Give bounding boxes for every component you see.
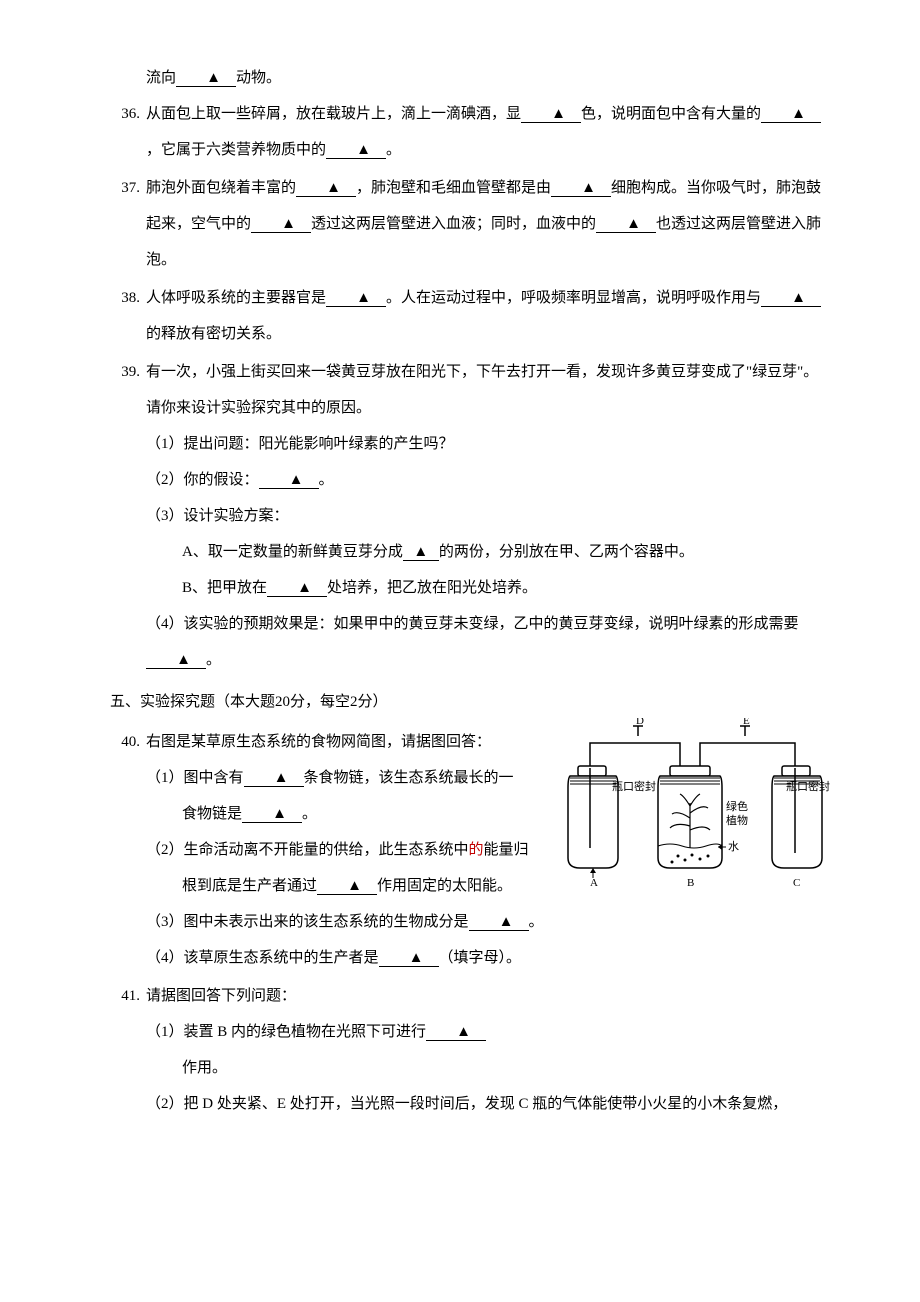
- blank: ▲: [259, 473, 319, 489]
- question-37: 37. 肺泡外面包绕着丰富的 ▲ ，肺泡壁和毛细血管壁都是由 ▲ 细胞构成。当你…: [110, 170, 830, 278]
- question-36: 36. 从面包上取一些碎屑，放在载玻片上，滴上一滴碘酒，显 ▲ 色，说明面包中含…: [110, 96, 830, 168]
- question-40: 40. 右图是某草原生态系统的食物网简图，请据图回答： （1）图中含有 ▲ 条食…: [110, 724, 830, 976]
- blank: ▲: [596, 217, 656, 233]
- question-body: 从面包上取一些碎屑，放在载玻片上，滴上一滴碘酒，显 ▲ 色，说明面包中含有大量的…: [146, 96, 830, 168]
- fig-water-label: 水: [728, 840, 739, 853]
- fig-plant-label-1: 绿色: [726, 799, 748, 813]
- fig-label-B: B: [687, 877, 694, 889]
- blank: ▲: [146, 653, 206, 669]
- question-number: 40.: [110, 724, 146, 976]
- blank: ▲: [403, 545, 439, 561]
- q39-p3B: B、把甲放在 ▲ 处培养，把乙放在阳光处培养。: [146, 570, 830, 606]
- fig-seal-left: 瓶口密封: [612, 779, 656, 793]
- q41-p2: （2）把 D 处夹紧、E 处打开，当光照一段时间后，发现 C 瓶的气体能使带小火…: [146, 1086, 830, 1122]
- question-38: 38. 人体呼吸系统的主要器官是 ▲ 。人在运动过程中，呼吸频率明显增高，说明呼…: [110, 280, 830, 352]
- q40-p1: （1）图中含有 ▲ 条食物链，该生态系统最长的一: [146, 760, 566, 796]
- blank: ▲: [242, 807, 302, 823]
- blank: ▲: [521, 107, 581, 123]
- question-number: 39.: [110, 354, 146, 678]
- blank: ▲: [379, 951, 439, 967]
- blank: ▲: [176, 71, 236, 87]
- blank: ▲: [469, 915, 529, 931]
- section-5-heading: 五、实验探究题（本大题20分，每空2分）: [110, 684, 830, 720]
- fragment-pre: 流向: [146, 70, 176, 86]
- q39-p3A: A、取一定数量的新鲜黄豆芽分成▲的两份，分别放在甲、乙两个容器中。: [146, 534, 830, 570]
- question-body: 人体呼吸系统的主要器官是 ▲ 。人在运动过程中，呼吸频率明显增高，说明呼吸作用与…: [146, 280, 830, 352]
- question-39: 39. 有一次，小强上街买回来一袋黄豆芽放在阳光下，下午去打开一看，发现许多黄豆…: [110, 354, 830, 678]
- q40-p2: （2）生命活动离不开能量的供给，此生态系统中的能量归: [146, 832, 566, 868]
- q41-p1b: 作用。: [146, 1050, 830, 1086]
- q40-intro: 右图是某草原生态系统的食物网简图，请据图回答：: [146, 724, 566, 760]
- blank: ▲: [426, 1025, 486, 1041]
- q40-p4: （4）该草原生态系统中的生产者是 ▲ （填字母）。: [146, 940, 830, 976]
- fig-label-E: E: [743, 718, 750, 727]
- question-number: 36.: [110, 96, 146, 168]
- question-body: 有一次，小强上街买回来一袋黄豆芽放在阳光下，下午去打开一看，发现许多黄豆芽变成了…: [146, 354, 830, 678]
- q39-p2: （2）你的假设： ▲ 。: [146, 462, 830, 498]
- q41-intro: 请据图回答下列问题：: [146, 978, 830, 1014]
- question-number: 38.: [110, 280, 146, 352]
- q40-p1c: 食物链是 ▲ 。: [146, 796, 602, 832]
- question-number: 41.: [110, 978, 146, 1122]
- fig-seal-right: 瓶口密封: [786, 779, 830, 793]
- fig-label-D: D: [636, 718, 644, 727]
- q39-intro: 有一次，小强上街买回来一袋黄豆芽放在阳光下，下午去打开一看，发现许多黄豆芽变成了…: [146, 354, 830, 426]
- blank: ▲: [317, 879, 377, 895]
- q39-p1: （1）提出问题：阳光能影响叶绿素的产生吗？: [146, 426, 830, 462]
- blank: ▲: [251, 217, 311, 233]
- blank: ▲: [326, 291, 386, 307]
- fig-label-C: C: [793, 877, 800, 889]
- blank: ▲: [296, 181, 356, 197]
- q41-p1: （1）装置 B 内的绿色植物在光照下可进行 ▲: [146, 1014, 830, 1050]
- question-number: 37.: [110, 170, 146, 278]
- q39-p3: （3）设计实验方案：: [146, 498, 830, 534]
- blank: ▲: [326, 143, 386, 159]
- question-41: 41. 请据图回答下列问题： （1）装置 B 内的绿色植物在光照下可进行 ▲ 作…: [110, 978, 830, 1122]
- blank: ▲: [551, 181, 611, 197]
- fragment-post: 动物。: [236, 70, 281, 86]
- question-body: 肺泡外面包绕着丰富的 ▲ ，肺泡壁和毛细血管壁都是由 ▲ 细胞构成。当你吸气时，…: [146, 170, 830, 278]
- q39-p4: （4）该实验的预期效果是：如果甲中的黄豆芽未变绿，乙中的黄豆芽变绿，说明叶绿素的…: [146, 606, 830, 678]
- blank: ▲: [761, 107, 821, 123]
- question-body: 请据图回答下列问题： （1）装置 B 内的绿色植物在光照下可进行 ▲ 作用。 （…: [146, 978, 830, 1122]
- fig-label-A: A: [590, 877, 598, 889]
- apparatus-figure: D E A B C 瓶口密封 瓶口密封 绿色 植物 水: [550, 718, 840, 912]
- fig-plant-label-2: 植物: [726, 813, 748, 827]
- blank: ▲: [244, 771, 304, 787]
- blank: ▲: [761, 291, 821, 307]
- fragment-line: 流向 ▲ 动物。: [110, 60, 830, 96]
- blank: ▲: [267, 581, 327, 597]
